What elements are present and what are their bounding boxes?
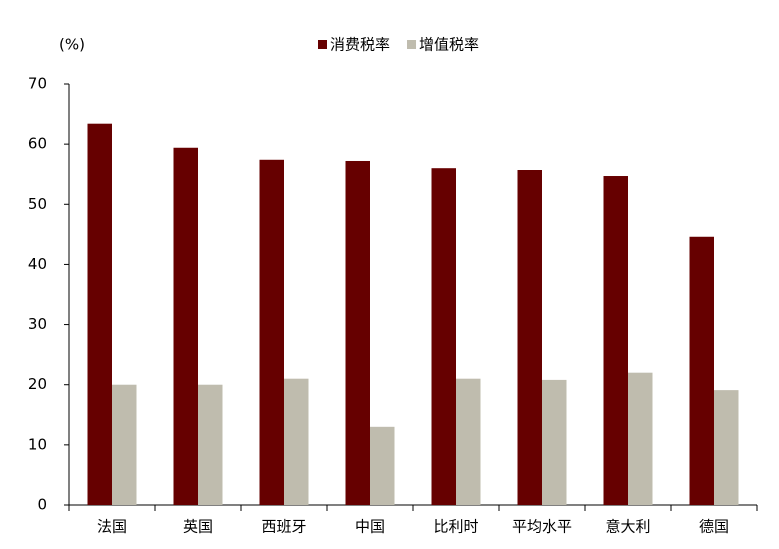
x-tick-label: 英国 <box>183 518 213 536</box>
legend-label: 增值税率 <box>419 36 479 54</box>
bar <box>173 147 198 505</box>
y-axis-label: (%) <box>59 36 85 54</box>
x-tick-label: 平均水平 <box>512 518 572 536</box>
legend: 消费税率 增值税率 <box>318 36 479 54</box>
bar <box>259 159 284 505</box>
bar <box>689 236 714 505</box>
bar <box>431 168 456 505</box>
y-tick-label: 50 <box>28 195 47 213</box>
bar <box>284 378 309 505</box>
bar <box>603 176 628 506</box>
legend-swatch <box>318 40 327 49</box>
y-tick-label: 60 <box>28 135 47 153</box>
bar <box>345 160 370 506</box>
legend-label: 消费税率 <box>330 36 390 54</box>
y-tick-label: 70 <box>28 75 47 93</box>
y-tick-label: 20 <box>28 375 47 393</box>
bar <box>87 123 112 506</box>
bar <box>456 378 481 505</box>
bar <box>714 390 739 505</box>
y-tick-label: 0 <box>37 496 47 514</box>
bar <box>112 384 137 505</box>
y-tick-label: 40 <box>28 255 47 273</box>
x-tick-label: 比利时 <box>433 518 478 536</box>
x-tick-label: 德国 <box>699 518 729 536</box>
bar <box>198 384 223 505</box>
legend-swatch <box>407 40 417 49</box>
bar <box>517 170 542 506</box>
bar <box>628 372 653 505</box>
y-tick-label: 30 <box>28 315 47 333</box>
x-tick-label: 法国 <box>97 518 127 536</box>
x-tick-label: 西班牙 <box>261 518 306 536</box>
x-tick-label: 意大利 <box>605 518 650 536</box>
bar <box>542 379 567 505</box>
x-tick-label: 中国 <box>355 518 385 536</box>
bar <box>370 426 395 505</box>
y-tick-label: 10 <box>28 435 47 453</box>
